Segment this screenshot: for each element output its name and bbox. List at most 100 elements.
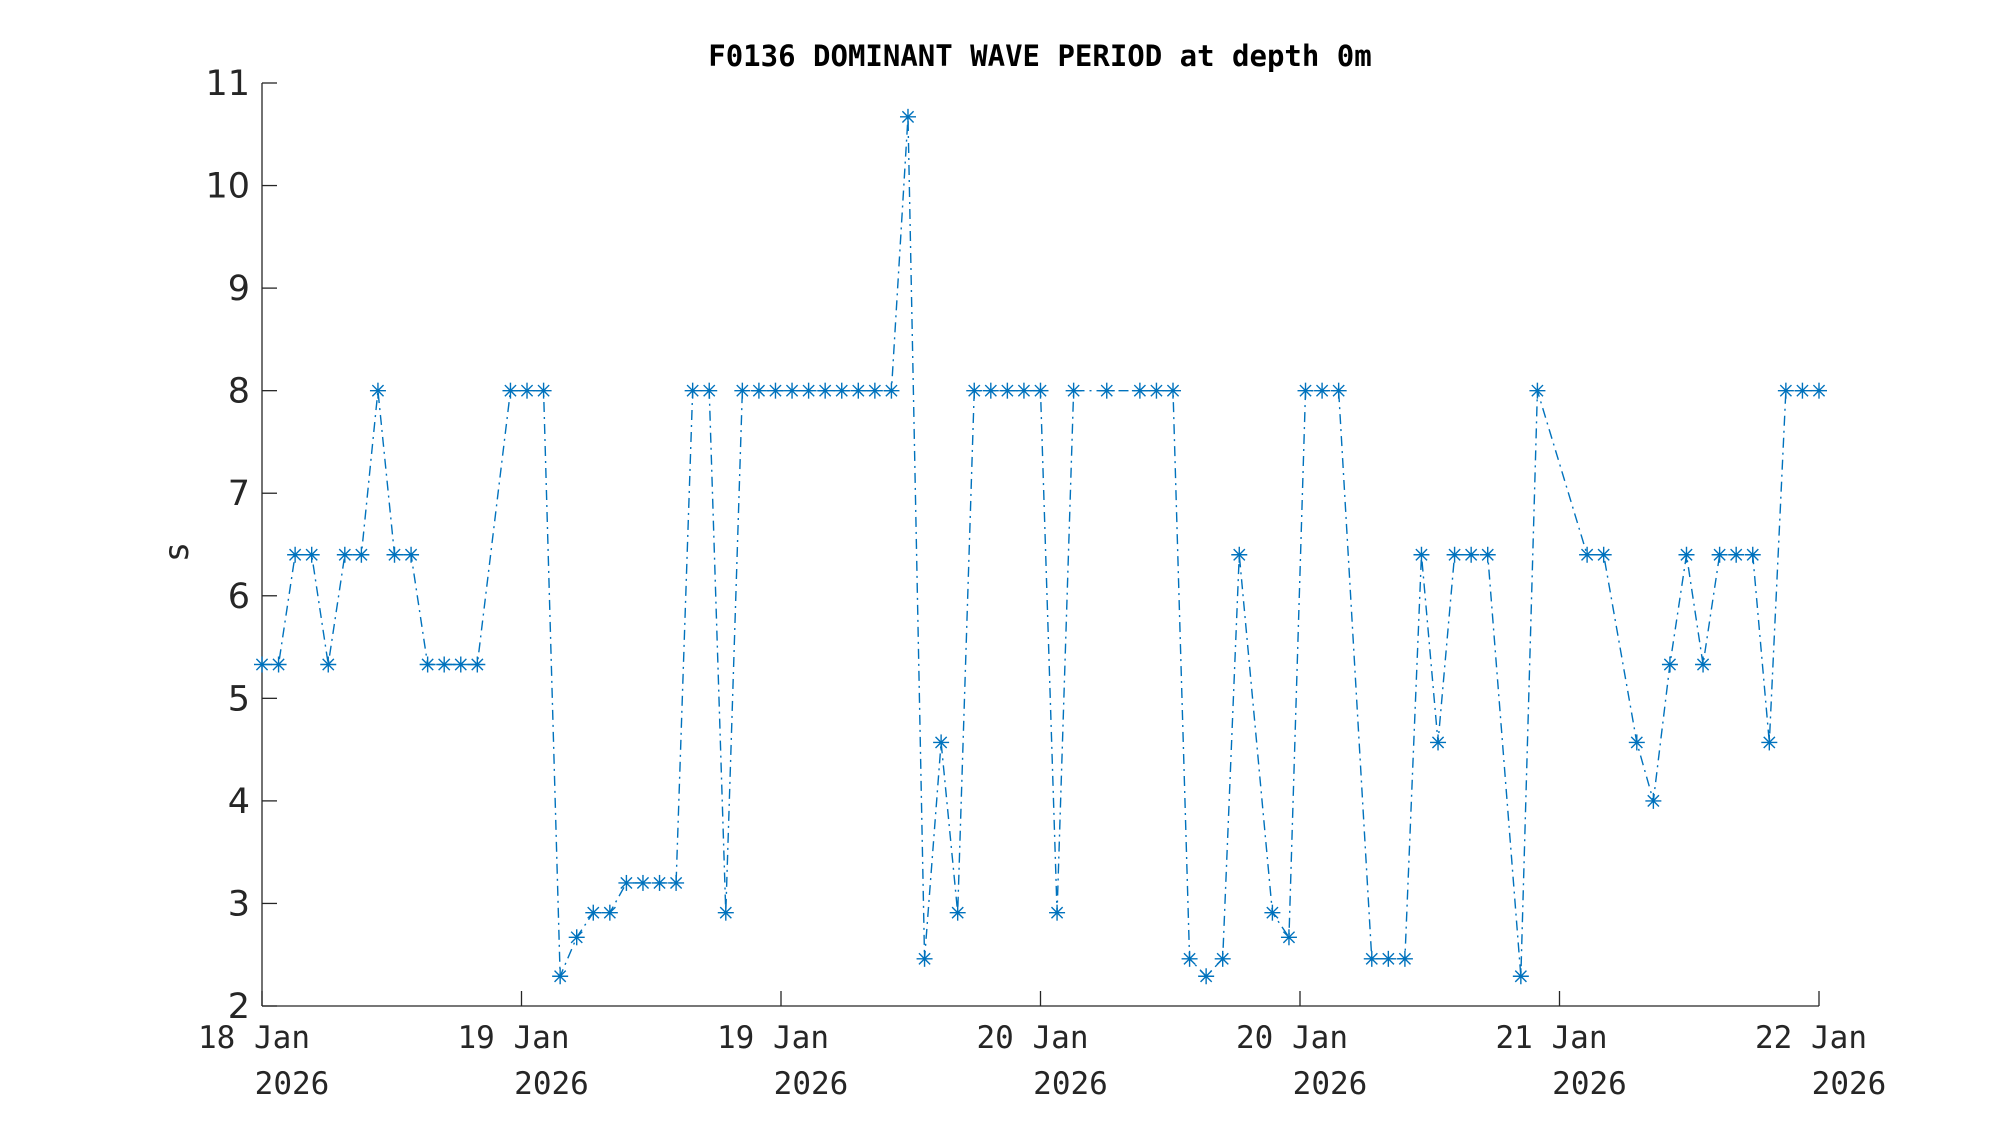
data-point-asterisk-marker <box>568 929 585 946</box>
data-point-asterisk-marker <box>1214 950 1231 967</box>
data-point-asterisk-marker <box>966 382 983 399</box>
data-point-asterisk-marker <box>336 546 353 563</box>
x-tick-label-year: 2026 <box>255 1066 330 1102</box>
data-point-asterisk-marker <box>1396 950 1413 967</box>
data-point-asterisk-marker <box>717 904 734 921</box>
data-point-asterisk-marker <box>270 656 287 673</box>
y-tick-label: 6 <box>228 577 250 617</box>
x-tick-label-day: 20 Jan <box>977 1020 1089 1056</box>
data-point-asterisk-marker <box>651 874 668 891</box>
data-point-asterisk-marker <box>254 656 270 673</box>
data-point-asterisk-marker <box>1131 382 1148 399</box>
x-tick-label-year: 2026 <box>1812 1066 1887 1102</box>
data-point-asterisk-marker <box>817 382 834 399</box>
x-tick-label-year: 2026 <box>1033 1066 1108 1102</box>
data-point-asterisk-marker <box>916 950 933 967</box>
data-point-asterisk-marker <box>303 546 320 563</box>
data-point-asterisk-marker <box>784 382 801 399</box>
data-point-asterisk-marker <box>1049 904 1066 921</box>
data-point-asterisk-marker <box>1231 546 1248 563</box>
series-line <box>262 116 1819 978</box>
y-tick-label: 10 <box>205 167 250 207</box>
data-point-asterisk-marker <box>585 904 602 921</box>
chart-title: F0136 DOMINANT WAVE PERIOD at depth 0m <box>708 39 1371 73</box>
data-point-asterisk-marker <box>502 382 519 399</box>
data-point-asterisk-marker <box>469 656 486 673</box>
data-point-asterisk-marker <box>1811 382 1827 399</box>
data-point-asterisk-marker <box>1711 546 1728 563</box>
data-point-asterisk-marker <box>535 382 552 399</box>
data-point-asterisk-marker <box>1165 382 1182 399</box>
x-tick-label-day: 19 Jan <box>458 1020 570 1056</box>
y-axis-label: s <box>157 542 197 562</box>
data-point-asterisk-marker <box>833 382 850 399</box>
data-point-asterisk-marker <box>1380 950 1397 967</box>
y-tick-label: 3 <box>228 884 250 924</box>
data-point-asterisk-marker <box>701 382 718 399</box>
data-point-asterisk-marker <box>999 382 1016 399</box>
data-point-asterisk-marker <box>618 874 635 891</box>
data-point-asterisk-marker <box>1413 546 1430 563</box>
x-tick-label-day: 18 Jan <box>198 1020 310 1056</box>
x-tick-label-day: 21 Jan <box>1496 1020 1608 1056</box>
data-point-asterisk-marker <box>1297 382 1314 399</box>
plot-area <box>254 108 1827 985</box>
y-tick-label: 8 <box>228 372 250 412</box>
data-point-asterisk-marker <box>1761 734 1778 751</box>
y-tick-label: 11 <box>205 64 250 104</box>
data-point-asterisk-marker <box>1446 546 1463 563</box>
data-point-asterisk-marker <box>634 874 651 891</box>
data-point-asterisk-marker <box>883 382 900 399</box>
data-point-asterisk-marker <box>1579 546 1596 563</box>
data-point-asterisk-marker <box>1695 656 1712 673</box>
y-tick-label: 5 <box>228 679 250 719</box>
data-point-asterisk-marker <box>1794 382 1811 399</box>
data-point-asterisk-marker <box>1280 929 1297 946</box>
x-tick-label-year: 2026 <box>514 1066 589 1102</box>
data-point-asterisk-marker <box>1198 968 1215 985</box>
data-point-asterisk-marker <box>1098 382 1115 399</box>
y-tick-label: 9 <box>228 269 250 309</box>
data-point-asterisk-marker <box>601 904 618 921</box>
data-point-asterisk-marker <box>1628 734 1645 751</box>
data-point-asterisk-marker <box>386 546 403 563</box>
data-point-asterisk-marker <box>1015 382 1032 399</box>
data-point-asterisk-marker <box>1744 546 1761 563</box>
data-point-asterisk-marker <box>933 734 950 751</box>
data-point-asterisk-marker <box>1645 792 1662 809</box>
x-tick-label-year: 2026 <box>1293 1066 1368 1102</box>
data-point-asterisk-marker <box>1314 382 1331 399</box>
data-point-asterisk-marker <box>403 546 420 563</box>
data-point-asterisk-marker <box>899 108 916 125</box>
data-point-asterisk-marker <box>1264 904 1281 921</box>
data-point-asterisk-marker <box>1678 546 1695 563</box>
data-point-asterisk-marker <box>1181 950 1198 967</box>
data-point-asterisk-marker <box>1512 968 1529 985</box>
data-point-asterisk-marker <box>552 968 569 985</box>
y-tick-label: 2 <box>228 987 250 1027</box>
x-tick-label-day: 20 Jan <box>1236 1020 1348 1056</box>
data-point-asterisk-marker <box>949 904 966 921</box>
data-point-asterisk-marker <box>734 382 751 399</box>
data-point-asterisk-marker <box>436 656 453 673</box>
data-point-asterisk-marker <box>287 546 304 563</box>
data-point-asterisk-marker <box>750 382 767 399</box>
data-point-asterisk-marker <box>419 656 436 673</box>
x-tick-label-year: 2026 <box>774 1066 849 1102</box>
axes: 2 3 4 5 6 7 8 9 10 11 18 Jan 2026 19 Jan 2026 19 Jan 20… <box>198 64 1886 1102</box>
x-tick-label-day: 19 Jan <box>717 1020 829 1056</box>
x-tick-label-year: 2026 <box>1552 1066 1627 1102</box>
y-tick-label: 4 <box>228 782 250 822</box>
data-point-asterisk-marker <box>452 656 469 673</box>
data-point-asterisk-marker <box>1065 382 1082 399</box>
data-point-asterisk-marker <box>767 382 784 399</box>
data-point-asterisk-marker <box>1728 546 1745 563</box>
data-point-asterisk-marker <box>1777 382 1794 399</box>
data-point-asterisk-marker <box>1529 382 1546 399</box>
data-point-asterisk-marker <box>684 382 701 399</box>
data-point-asterisk-marker <box>668 874 685 891</box>
data-point-asterisk-marker <box>1330 382 1347 399</box>
data-point-asterisk-marker <box>1430 734 1447 751</box>
data-point-asterisk-marker <box>1595 546 1612 563</box>
